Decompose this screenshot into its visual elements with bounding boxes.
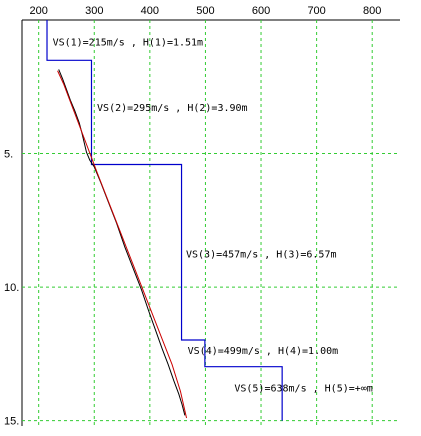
x-tick-label-700: 700 bbox=[307, 5, 325, 17]
x-tick-label-600: 600 bbox=[252, 5, 270, 17]
layer-annotation-1: VS(1)=215m/s , H(1)=1.51m bbox=[53, 37, 204, 48]
y-tick-label-2: 15. bbox=[4, 416, 19, 428]
x-tick-label-200: 200 bbox=[29, 5, 47, 17]
layer-annotation-5: VS(5)=638m/s , H(5)=+∞m bbox=[234, 383, 372, 394]
x-tick-label-800: 800 bbox=[363, 5, 381, 17]
fitted-profile-line bbox=[57, 70, 188, 419]
layer-model-step-line bbox=[46, 20, 283, 421]
y-tick-label-0: 5. bbox=[4, 149, 13, 161]
x-tick-label-500: 500 bbox=[196, 5, 214, 17]
y-tick-label-1: 10. bbox=[4, 282, 19, 294]
x-tick-label-400: 400 bbox=[141, 5, 159, 17]
layer-annotation-2: VS(2)=295m/s , H(2)=3.90m bbox=[97, 103, 248, 114]
layer-annotation-3: VS(3)=457m/s , H(3)=6.57m bbox=[186, 250, 337, 261]
x-tick-label-300: 300 bbox=[85, 5, 103, 17]
layer-annotation-4: VS(4)=499m/s , H(4)=1.00m bbox=[188, 346, 339, 357]
